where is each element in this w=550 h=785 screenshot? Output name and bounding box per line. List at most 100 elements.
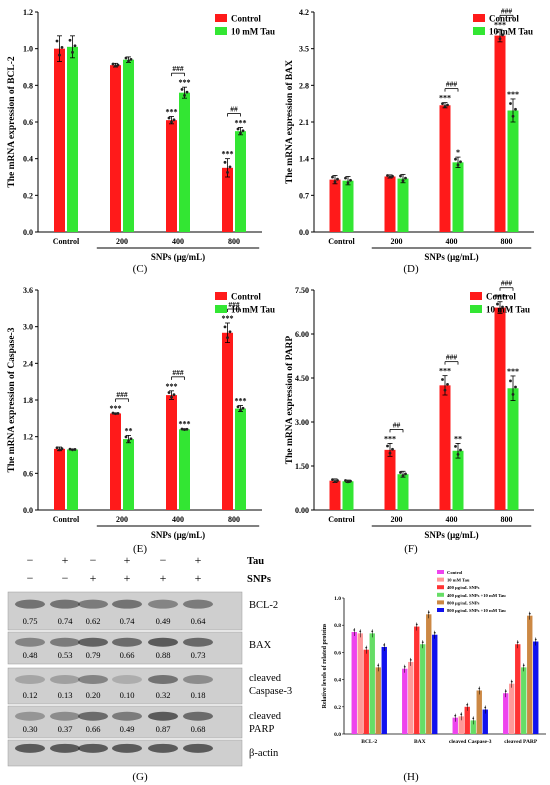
data-point: [359, 630, 362, 633]
data-point: [509, 379, 512, 383]
band-value: 0.49: [156, 616, 171, 626]
bar-control: [384, 176, 396, 232]
protein-band: [112, 675, 142, 685]
legend-label: 400 μg/mL SNPs: [447, 585, 480, 590]
data-point: [404, 176, 407, 180]
panel-label: (E): [133, 543, 147, 555]
data-point: [522, 664, 525, 667]
data-point: [409, 659, 412, 661]
significance-mark: ***: [494, 293, 506, 302]
data-point: [504, 690, 507, 693]
data-point: [404, 472, 407, 476]
legend-swatch: [437, 577, 444, 582]
bar-series-5: [476, 690, 482, 734]
bar-control: [110, 65, 121, 233]
data-point: [478, 687, 481, 690]
panel-label: (F): [404, 543, 418, 555]
lane-sign: −: [27, 553, 34, 567]
data-point: [73, 448, 77, 451]
x-axis-label: SNPs (μg/mL): [151, 530, 205, 540]
x-tick-label: Control: [53, 237, 80, 246]
bar-tau: [235, 408, 246, 510]
y-tick-label: 0.4: [23, 155, 33, 164]
data-point: [55, 446, 59, 450]
bar-series-1: [452, 717, 458, 734]
y-tick-label: 0.0: [299, 228, 309, 237]
y-tick-label: 3.0: [23, 323, 33, 332]
protein-band: [112, 743, 142, 753]
legend-swatch: [473, 14, 485, 22]
legend-swatch: [215, 292, 227, 300]
bar-tau: [397, 178, 409, 232]
data-point: [443, 388, 447, 392]
data-point: [534, 638, 537, 641]
protein-band: [50, 675, 80, 685]
data-point: [353, 629, 356, 631]
x-tick-label: cleaved PARP: [504, 739, 538, 745]
data-point: [73, 44, 77, 48]
bar-tau: [123, 439, 134, 510]
bar-series-3: [414, 626, 420, 734]
legend-label: Control: [231, 14, 261, 24]
y-tick-label: 3.00: [295, 418, 309, 427]
data-point: [349, 479, 352, 483]
data-point: [185, 90, 189, 94]
bar-control: [54, 448, 65, 510]
data-point: [441, 378, 444, 381]
x-tick-label: 400: [172, 515, 184, 524]
legend-label: Control: [486, 292, 516, 302]
legend-swatch: [437, 585, 444, 590]
x-tick-label: Control: [328, 515, 355, 524]
data-point: [514, 385, 517, 389]
data-point: [433, 631, 436, 634]
x-tick-label: Control: [328, 237, 355, 246]
significance-mark: ***: [166, 382, 178, 391]
data-point: [346, 480, 350, 484]
data-point: [129, 57, 133, 61]
data-point: [509, 102, 512, 105]
band-value: 0.75: [23, 616, 38, 626]
bar-control: [384, 449, 396, 510]
significance-mark: ***: [179, 420, 191, 429]
bar-control: [439, 105, 451, 232]
legend-label: Control: [447, 570, 463, 575]
blot-strip: [7, 591, 243, 631]
data-point: [421, 641, 424, 644]
bar-tau: [123, 59, 134, 232]
hash-mark: ###: [501, 279, 513, 288]
data-point: [71, 448, 74, 452]
data-point: [496, 30, 499, 34]
lane-sign: +: [124, 571, 131, 585]
data-point: [383, 644, 386, 646]
chart-panel-c: 0.0 0.2 0.4 0.6 0.8 1.0 1.2 The mRNA expression…: [7, 8, 275, 275]
treatment-label: Tau: [247, 556, 264, 567]
bar-series-1: [351, 632, 357, 734]
data-point: [388, 175, 392, 179]
y-tick-label: 1.0: [23, 45, 33, 54]
legend-label: Control: [489, 14, 519, 24]
significance-mark: **: [454, 434, 462, 443]
y-axis-label: The mRNA expression of BAX: [285, 60, 295, 184]
data-point: [446, 382, 449, 386]
data-point: [336, 479, 339, 482]
legend-label: 10 mM Tau: [486, 305, 530, 315]
x-axis-label: SNPs (μg/mL): [424, 530, 478, 540]
x-tick-label: BAX: [414, 739, 426, 745]
y-tick-label: 2.1: [299, 118, 309, 127]
bar-tau: [452, 450, 464, 510]
lane-sign: +: [195, 571, 202, 585]
data-point: [129, 437, 133, 441]
significance-mark: ***: [439, 94, 451, 103]
protein-band: [50, 711, 80, 721]
data-point: [459, 160, 462, 164]
protein-band: [148, 743, 178, 753]
bar-control: [222, 167, 233, 232]
protein-band: [78, 743, 108, 753]
bar-tau: [397, 474, 409, 510]
x-tick-label: 200: [116, 515, 128, 524]
chart-panel-e: 0.0 0.6 1.2 1.8 2.4 3.0 3.6 The mRNA expression…: [7, 286, 275, 555]
significance-mark: ***: [110, 404, 122, 413]
band-value: 0.48: [23, 650, 38, 660]
data-point: [116, 63, 120, 67]
protein-band: [112, 637, 142, 647]
